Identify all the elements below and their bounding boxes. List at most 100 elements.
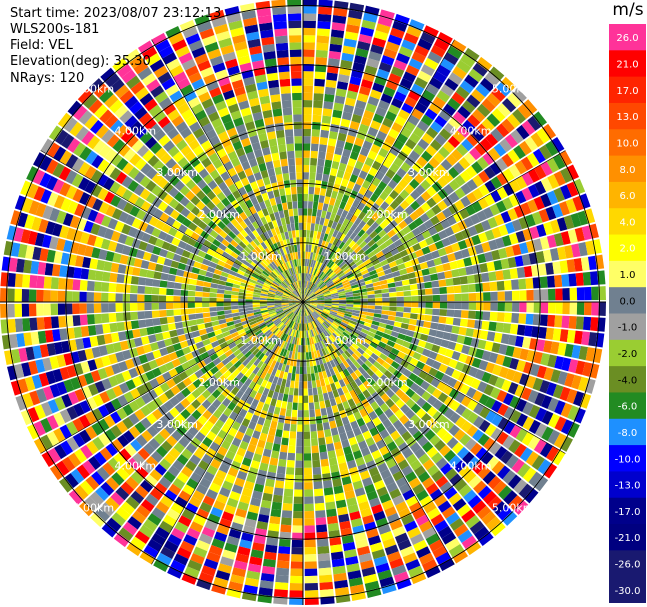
- gate-cell: [381, 246, 391, 255]
- gate-cell: [430, 273, 439, 281]
- gate-cell: [352, 480, 364, 490]
- gate-cell: [350, 518, 363, 528]
- gate-cell: [379, 445, 390, 456]
- gate-cell: [346, 229, 354, 238]
- gate-cell: [491, 227, 502, 239]
- gate-cell: [435, 475, 449, 488]
- gate-cell: [368, 466, 380, 477]
- gate-cell: [524, 325, 533, 337]
- gate-cell: [404, 184, 415, 195]
- gate-cell: [405, 559, 421, 571]
- gate-cell: [331, 116, 341, 126]
- gate-cell: [322, 480, 333, 489]
- gate-cell: [378, 341, 387, 349]
- gate-cell: [165, 295, 174, 302]
- gate-cell: [79, 280, 88, 291]
- gate-cell: [309, 274, 314, 282]
- gate-cell: [375, 250, 384, 259]
- gate-cell: [238, 302, 246, 306]
- gate-cell: [290, 223, 296, 231]
- gate-cell: [374, 225, 383, 234]
- gate-cell: [333, 7, 348, 17]
- gate-cell: [432, 399, 444, 411]
- gate-cell: [481, 320, 490, 331]
- gate-cell: [329, 537, 342, 546]
- gate-cell: [378, 322, 387, 329]
- gate-cell: [409, 150, 421, 162]
- gate-cell: [303, 13, 317, 21]
- gate-cell: [303, 446, 311, 454]
- gate-cell: [309, 304, 317, 308]
- gate-cell: [319, 263, 325, 271]
- gate-cell: [308, 305, 316, 311]
- gate-cell: [559, 329, 569, 343]
- gate-cell: [352, 427, 362, 437]
- gate-cell: [329, 367, 336, 376]
- gate-cell: [452, 317, 461, 326]
- gate-cell: [117, 264, 127, 274]
- gate-cell: [410, 200, 421, 211]
- gate-cell: [319, 315, 326, 322]
- gate-cell: [404, 260, 413, 268]
- gate-cell: [336, 249, 344, 257]
- gate-cell: [447, 377, 458, 388]
- gate-cell: [408, 372, 418, 382]
- gate-cell: [505, 245, 515, 258]
- gate-cell: [303, 460, 312, 468]
- gate-cell: [447, 294, 455, 302]
- gate-cell: [187, 302, 195, 309]
- gate-cell: [385, 110, 397, 122]
- gate-cell: [277, 392, 284, 401]
- gate-cell: [585, 240, 595, 256]
- gate-cell: [363, 573, 378, 584]
- gate-cell: [394, 205, 405, 215]
- gate-cell: [480, 77, 495, 92]
- gate-cell: [396, 578, 412, 590]
- gate-cell: [263, 551, 277, 561]
- gate-cell: [7, 288, 15, 302]
- gate-cell: [466, 94, 481, 108]
- gate-cell: [325, 152, 334, 161]
- gate-cell: [337, 403, 345, 412]
- gate-cell: [327, 376, 335, 385]
- gate-cell: [319, 378, 326, 387]
- gate-cell: [392, 20, 408, 32]
- gate-cell: [334, 348, 342, 357]
- gate-cell: [269, 515, 281, 525]
- gate-cell: [389, 374, 399, 384]
- gate-cell: [329, 324, 337, 331]
- gate-cell: [325, 268, 332, 276]
- gate-cell: [420, 380, 431, 391]
- gate-cell: [500, 76, 516, 92]
- gate-cell: [518, 313, 527, 324]
- gate-cell: [470, 213, 481, 225]
- gate-cell: [367, 386, 376, 395]
- gate-cell: [502, 197, 514, 210]
- gate-cell: [402, 173, 414, 184]
- gate-cell: [459, 383, 471, 395]
- gate-cell: [539, 442, 553, 458]
- gate-cell: [101, 303, 109, 313]
- gate-cell: [488, 374, 499, 386]
- gate-cell: [304, 597, 319, 605]
- gate-cell: [306, 273, 309, 281]
- gate-cell: [283, 488, 294, 497]
- gate-cell: [304, 532, 316, 541]
- gate-cell: [367, 183, 377, 193]
- gate-cell: [579, 193, 591, 209]
- gate-cell: [319, 588, 334, 598]
- gate-cell: [304, 496, 314, 504]
- gate-cell: [507, 149, 520, 164]
- gate-cell: [329, 359, 336, 368]
- gate-cell: [312, 312, 319, 318]
- gate-cell: [393, 369, 403, 379]
- gate-cell: [392, 326, 401, 333]
- gate-cell: [298, 345, 301, 353]
- gate-cell: [432, 545, 448, 559]
- gate-cell: [305, 273, 308, 281]
- gate-cell: [284, 187, 292, 196]
- gate-cell: [402, 552, 418, 565]
- gate-cell: [317, 158, 325, 167]
- gate-cell: [472, 429, 484, 442]
- gate-cell: [314, 310, 321, 316]
